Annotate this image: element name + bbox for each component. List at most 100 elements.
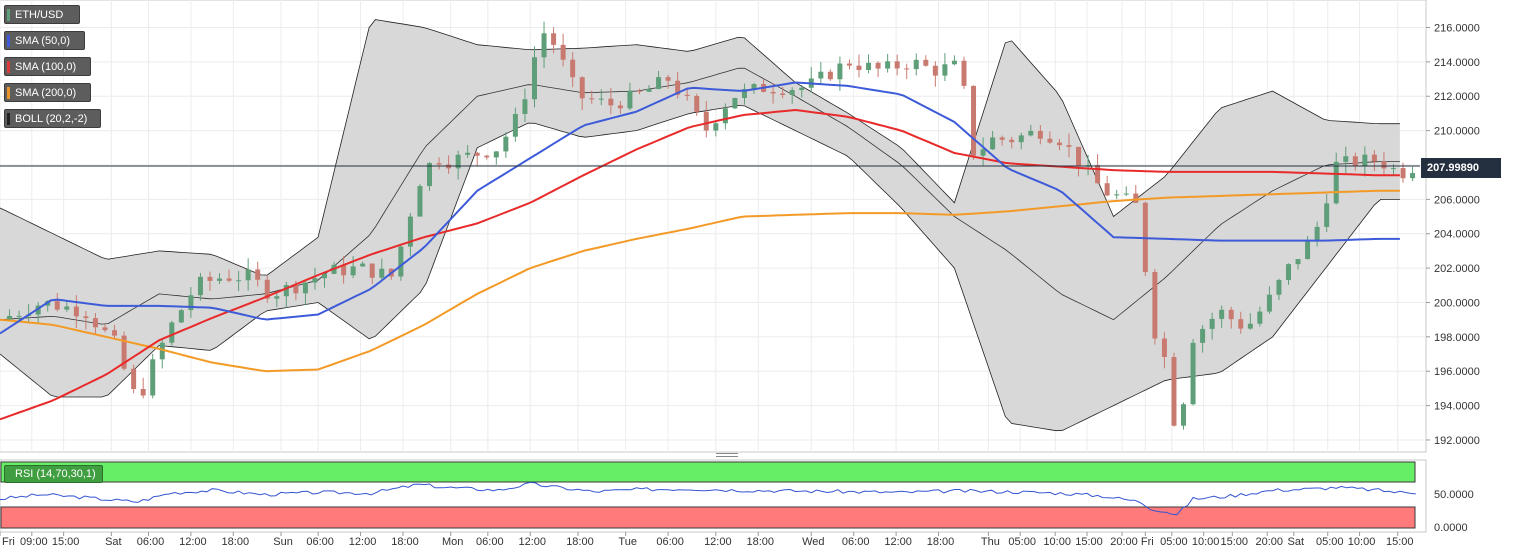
time-tick-label: 12:00 bbox=[704, 536, 732, 548]
candle-body bbox=[541, 33, 547, 58]
candle-body bbox=[73, 306, 79, 317]
candle-body bbox=[770, 91, 776, 94]
candle-body bbox=[1056, 142, 1062, 146]
candle-body bbox=[302, 282, 308, 294]
candle-body bbox=[942, 64, 948, 76]
candle-body bbox=[722, 108, 728, 124]
candle-body bbox=[551, 33, 557, 45]
price-tick-label: 202.0000 bbox=[1434, 263, 1480, 275]
candle-body bbox=[1228, 309, 1234, 320]
time-axis: Fri 09:00 15:00 Sat 06:00 12:00 18:00 Sun 06:00 1… bbox=[0, 532, 1413, 548]
candle-body bbox=[617, 105, 623, 109]
time-tick-label: Sun bbox=[273, 536, 293, 548]
candle-body bbox=[1410, 173, 1416, 179]
time-tick-label: 18:00 bbox=[927, 536, 955, 548]
price-tick-label: 200.0000 bbox=[1434, 297, 1480, 309]
candle-body bbox=[818, 71, 824, 79]
time-tick-label: 05:00 bbox=[1008, 536, 1036, 548]
candle-body bbox=[846, 63, 852, 66]
candle-body bbox=[236, 280, 242, 282]
boll-upper-line bbox=[0, 19, 1400, 276]
candle-body bbox=[665, 77, 671, 81]
candle-body bbox=[159, 342, 165, 360]
price-tick-label: 194.0000 bbox=[1434, 401, 1480, 413]
time-tick-label: 06:00 bbox=[137, 536, 165, 548]
legend-sma200[interactable]: SMA (200,0) bbox=[4, 83, 91, 102]
time-tick-label: 10:00 bbox=[1348, 536, 1376, 548]
rsi-axis: 50.0000 0.0000 bbox=[1434, 489, 1474, 534]
candle-body bbox=[713, 123, 719, 131]
candle-body bbox=[636, 90, 642, 92]
time-tick-label: 05:00 bbox=[1316, 536, 1344, 548]
legend-sma100[interactable]: SMA (100,0) bbox=[4, 57, 91, 76]
candle-body bbox=[150, 359, 156, 396]
price-tick-label: 198.0000 bbox=[1434, 332, 1480, 344]
time-tick-label: Fri bbox=[2, 536, 15, 548]
sma100-swatch bbox=[7, 61, 10, 73]
price-tick-label: 216.0000 bbox=[1434, 22, 1480, 34]
time-tick-label: 20:00 bbox=[1256, 536, 1284, 548]
legend-boll[interactable]: BOLL (20,2,-2) bbox=[4, 109, 101, 128]
candle-body bbox=[1219, 309, 1225, 319]
sma200-line bbox=[0, 189, 1400, 373]
candle-body bbox=[140, 389, 146, 396]
time-tick-label: 15:00 bbox=[1386, 536, 1414, 548]
rsi-zones bbox=[0, 461, 1416, 529]
candle-body bbox=[741, 89, 747, 99]
candle-body bbox=[83, 316, 89, 319]
candle-body bbox=[398, 246, 404, 277]
candle-body bbox=[579, 77, 585, 99]
candle-body bbox=[904, 68, 910, 70]
rsi-path bbox=[0, 481, 1416, 516]
candle-body bbox=[1171, 356, 1177, 426]
candle-body bbox=[1095, 165, 1101, 184]
candle-body bbox=[923, 59, 929, 66]
candle-body bbox=[703, 111, 709, 131]
candle-body bbox=[121, 335, 127, 369]
time-tick-label: 06:00 bbox=[842, 536, 870, 548]
boll-middle-line bbox=[0, 67, 1400, 325]
price-tick-label: 192.0000 bbox=[1434, 435, 1480, 447]
candle-body bbox=[360, 263, 366, 267]
candle-body bbox=[1104, 183, 1110, 196]
legend-sma50[interactable]: SMA (50,0) bbox=[4, 31, 85, 50]
candle-body bbox=[484, 155, 490, 158]
time-tick-label: Mon bbox=[442, 536, 463, 548]
candle-body bbox=[1238, 319, 1244, 329]
candle-body bbox=[169, 322, 175, 343]
candle-body bbox=[322, 273, 328, 279]
time-tick-label: Tue bbox=[618, 536, 637, 548]
candle-body bbox=[407, 216, 413, 247]
legend-symbol[interactable]: ETH/USD bbox=[4, 5, 80, 24]
price-tick-label: 196.0000 bbox=[1434, 366, 1480, 378]
candle-body bbox=[1343, 156, 1349, 162]
candle-body bbox=[64, 306, 70, 310]
candle-body bbox=[1209, 318, 1215, 329]
candle-body bbox=[1133, 193, 1139, 203]
candle-body bbox=[990, 137, 996, 150]
time-tick-label: 20:00 bbox=[1110, 536, 1138, 548]
legend-rsi[interactable]: RSI (14,70,30,1) bbox=[4, 465, 103, 483]
boll-swatch bbox=[7, 113, 10, 125]
candle-body bbox=[980, 149, 986, 156]
candle-body bbox=[255, 269, 261, 280]
candle-body bbox=[560, 44, 566, 60]
panel-resize-handle[interactable] bbox=[716, 453, 738, 459]
candle-body bbox=[264, 279, 270, 299]
candle-body bbox=[1400, 168, 1406, 179]
last-price-value: 207.99890 bbox=[1427, 162, 1479, 174]
candle-body bbox=[493, 151, 499, 158]
candle-body bbox=[1381, 161, 1387, 169]
boll-band-area bbox=[0, 19, 1400, 431]
candle-body bbox=[369, 263, 375, 278]
sma100-label: SMA (100,0) bbox=[15, 61, 77, 73]
candle-body bbox=[35, 305, 41, 315]
symbol-swatch bbox=[7, 9, 10, 21]
candle-body bbox=[131, 368, 137, 390]
candle-body bbox=[1371, 154, 1377, 162]
sma50-label: SMA (50,0) bbox=[15, 35, 71, 47]
time-tick-label: 18:00 bbox=[391, 536, 419, 548]
time-tick-label: 18:00 bbox=[746, 536, 774, 548]
candle-body bbox=[675, 80, 681, 95]
